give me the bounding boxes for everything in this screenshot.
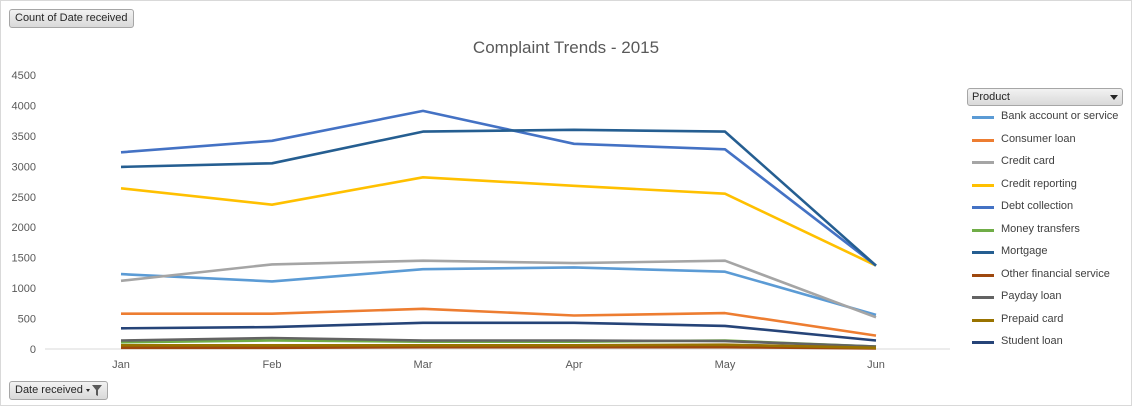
x-tick-label: Feb [263, 359, 282, 371]
y-tick-label: 0 [30, 344, 36, 356]
y-tick-label: 2000 [12, 222, 36, 234]
series-line-9[interactable] [121, 343, 877, 350]
legend-label: Debt collection [1001, 200, 1074, 212]
series-line-0[interactable] [120, 266, 877, 317]
series-lines [120, 109, 877, 350]
legend-label: Credit card [1001, 155, 1055, 167]
legend-item[interactable]: Mortgage [970, 244, 1130, 267]
legend: Bank account or service Consumer loan Cred… [970, 109, 1130, 357]
chart-title: Complaint Trends - 2015 [472, 38, 660, 57]
x-axis-ticks: Jan Feb Mar Apr May Jun [112, 359, 885, 371]
axis-field-label: Date received [15, 384, 83, 396]
series-line-8[interactable] [120, 336, 877, 348]
y-tick-label: 4500 [12, 70, 36, 82]
legend-item[interactable]: Other financial service [970, 267, 1130, 290]
legend-item[interactable]: Payday loan [970, 289, 1130, 312]
y-tick-label: 1500 [12, 253, 36, 265]
legend-swatch [972, 183, 994, 187]
dropdown-arrow-icon [1110, 95, 1118, 100]
legend-label: Consumer loan [1001, 132, 1076, 145]
x-tick-label: Jun [867, 359, 885, 371]
legend-label: Other financial service [1001, 267, 1110, 280]
y-tick-label: 2500 [12, 192, 36, 204]
legend-swatch [972, 318, 994, 322]
legend-swatch [972, 251, 994, 254]
filter-dropdown-icon [85, 385, 102, 396]
legend-field-label: Product [972, 91, 1010, 103]
x-tick-label: Mar [414, 359, 433, 371]
legend-swatch [972, 296, 994, 299]
series-line-4[interactable] [120, 109, 877, 267]
legend-label: Student loan [1001, 335, 1063, 347]
legend-label: Bank account or service [1001, 110, 1119, 122]
legend-swatch [972, 341, 994, 344]
x-tick-label: Jan [112, 359, 130, 371]
y-tick-label: 3500 [12, 131, 36, 143]
legend-item[interactable]: Debt collection [970, 199, 1130, 222]
series-line-3[interactable] [120, 176, 877, 267]
legend-item[interactable]: Bank account or service [970, 109, 1130, 132]
series-line-1[interactable] [121, 307, 877, 337]
x-tick-label: May [715, 359, 736, 371]
legend-item[interactable]: Credit reporting [970, 177, 1130, 200]
legend-label: Credit reporting [1001, 177, 1077, 190]
legend-swatch [972, 228, 994, 232]
legend-swatch [972, 206, 994, 209]
y-tick-label: 1000 [12, 283, 36, 295]
legend-swatch [972, 116, 994, 119]
legend-label: Money transfers [1001, 222, 1080, 235]
y-tick-label: 500 [18, 314, 36, 326]
legend-item[interactable]: Prepaid card [970, 312, 1130, 335]
legend-swatch [972, 273, 994, 277]
legend-label: Payday loan [1001, 290, 1062, 302]
axis-field-button[interactable]: Date received [9, 381, 108, 400]
y-tick-label: 4000 [12, 100, 36, 112]
y-axis-ticks: 0 500 1000 1500 2000 2500 3000 3500 4000 4500 [12, 70, 36, 356]
series-line-10[interactable] [120, 321, 877, 342]
y-tick-label: 3000 [12, 161, 36, 173]
legend-item[interactable]: Student loan [970, 334, 1130, 357]
legend-item[interactable]: Credit card [970, 154, 1130, 177]
value-field-button[interactable]: Count of Date received [9, 9, 134, 28]
legend-swatch [972, 138, 994, 142]
legend-item[interactable]: Consumer loan [970, 132, 1130, 155]
x-tick-label: Apr [565, 359, 582, 371]
legend-label: Prepaid card [1001, 312, 1064, 325]
series-line-2[interactable] [120, 259, 877, 319]
series-line-6[interactable] [120, 128, 877, 267]
series-line-7[interactable] [121, 345, 877, 350]
legend-field-button[interactable]: Product [967, 88, 1123, 106]
legend-item[interactable]: Money transfers [970, 222, 1130, 245]
legend-label: Mortgage [1001, 245, 1048, 257]
legend-swatch [972, 161, 994, 164]
